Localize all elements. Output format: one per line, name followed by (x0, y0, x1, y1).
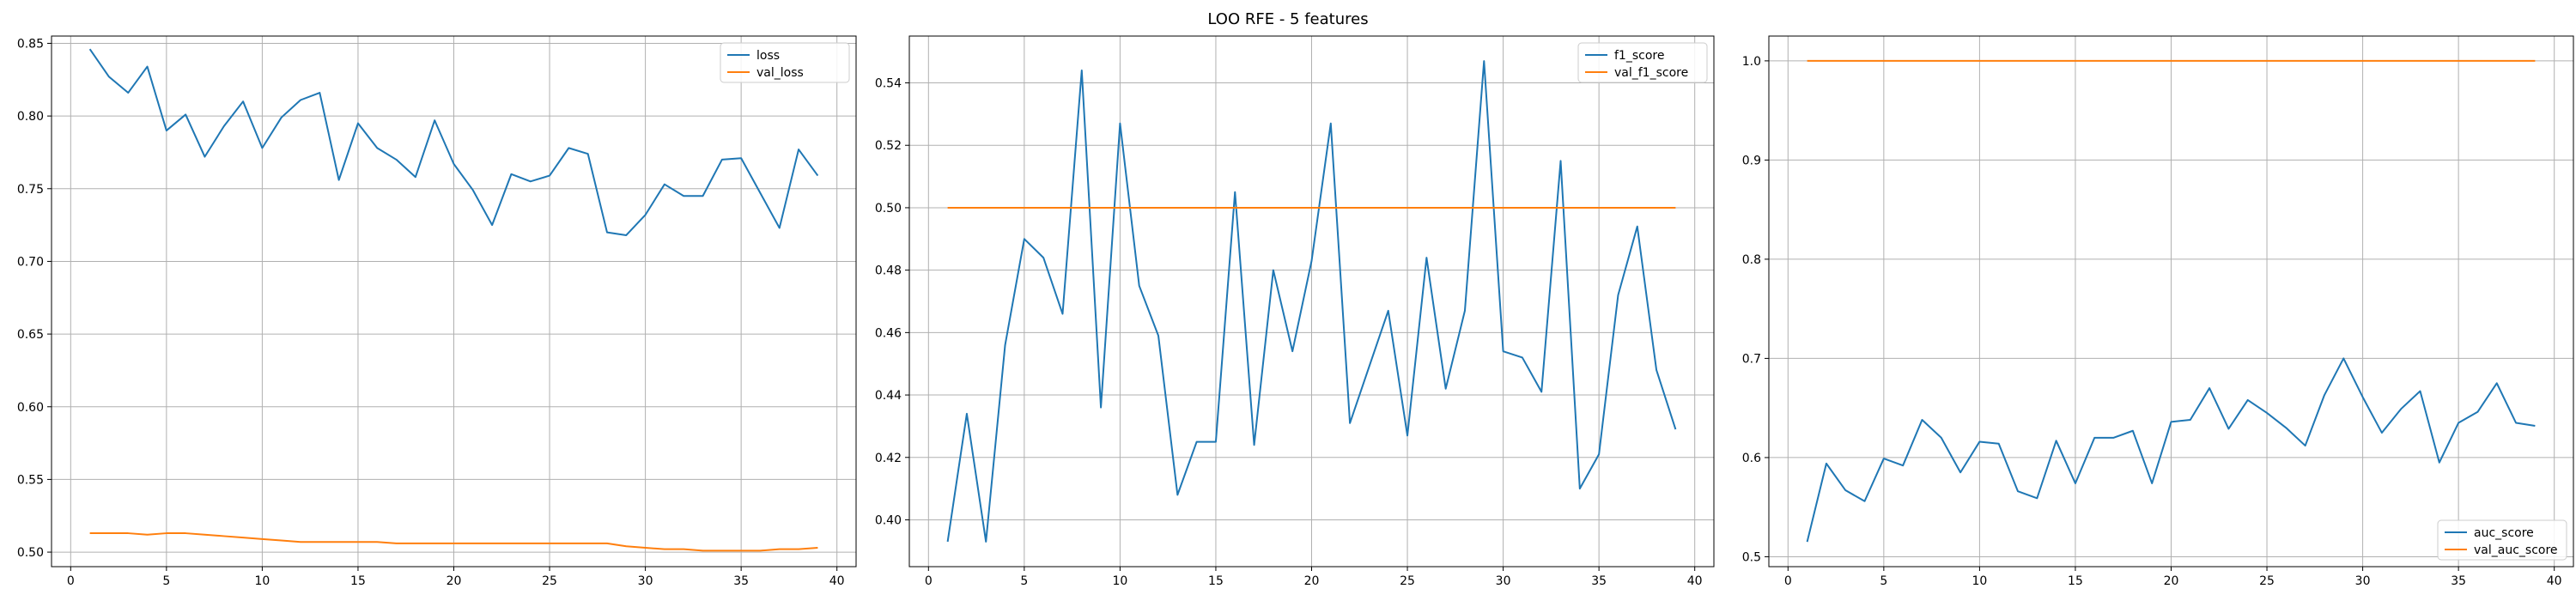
figure-title: LOO RFE - 5 features (1207, 10, 1368, 28)
y-axis: 0.40 0.42 0.44 0.46 0.48 0.50 0.52 0.54 (875, 77, 909, 527)
y-tick-label: 0.48 (875, 264, 902, 278)
x-tick-label: 10 (1112, 574, 1127, 588)
grid (909, 36, 1714, 567)
x-tick-label: 0 (67, 574, 75, 588)
x-tick-label: 0 (1784, 574, 1792, 588)
y-tick-label: 0.70 (17, 255, 44, 269)
chart-panel-1: 0 5 10 15 20 25 30 35 40 0.50 0.55 0.60 0.65 0.70 0.75… (17, 35, 857, 588)
x-tick-label: 25 (2259, 574, 2275, 588)
y-tick-label: 0.40 (875, 513, 902, 527)
legend-label: loss (756, 49, 780, 63)
y-tick-label: 0.65 (17, 328, 44, 342)
series-line-auc_score (1806, 357, 2536, 543)
x-tick-label: 15 (2068, 574, 2083, 588)
legend-label: val_auc_score (2474, 543, 2558, 557)
legend-box (1577, 42, 1708, 83)
legend: auc_score val_auc_score (2437, 519, 2567, 561)
y-tick-label: 0.52 (875, 139, 902, 153)
y-tick-label: 1.0 (1742, 55, 1761, 69)
x-axis: 0 5 10 15 20 25 30 35 40 (925, 567, 1703, 588)
series-line-val_loss (89, 532, 818, 552)
x-tick-label: 20 (1304, 574, 1320, 588)
x-tick-label: 30 (1496, 574, 1511, 588)
y-tick-label: 0.7 (1742, 352, 1761, 366)
legend-label: val_f1_score (1614, 66, 1688, 80)
x-tick-label: 35 (1591, 574, 1607, 588)
grid (52, 36, 856, 567)
y-tick-label: 0.50 (17, 546, 44, 560)
x-tick-label: 35 (2451, 574, 2466, 588)
legend-box (2437, 519, 2567, 561)
x-tick-label: 0 (925, 574, 933, 588)
y-tick-label: 0.42 (875, 452, 902, 465)
y-tick-label: 0.9 (1742, 154, 1761, 167)
y-tick-label: 0.50 (875, 202, 902, 216)
chart-panel-2: 0 5 10 15 20 25 30 35 40 0.40 0.42 0.44 0.46 0.48 0.50… (875, 35, 1715, 588)
x-tick-label: 25 (1400, 574, 1415, 588)
x-tick-label: 10 (1971, 574, 1987, 588)
y-axis: 0.5 0.6 0.7 0.8 0.9 1.0 (1742, 55, 1769, 564)
series-line-f1_score (946, 60, 1677, 543)
y-tick-label: 0.54 (875, 77, 902, 91)
legend: loss val_loss (720, 42, 850, 83)
x-tick-label: 5 (1880, 574, 1887, 588)
chart-panel-3: 0 5 10 15 20 25 30 35 40 0.5 0.6 0.7 0.8 0.9 1.0 auc_sc… (1742, 35, 2574, 588)
x-axis: 0 5 10 15 20 25 30 35 40 (1784, 567, 2562, 588)
y-tick-label: 0.75 (17, 183, 44, 197)
legend-label: auc_score (2474, 526, 2534, 540)
legend-label: val_loss (756, 66, 804, 80)
y-tick-label: 0.46 (875, 326, 902, 340)
x-tick-label: 10 (254, 574, 270, 588)
x-tick-label: 25 (542, 574, 557, 588)
y-tick-label: 0.5 (1742, 550, 1761, 564)
x-tick-label: 15 (350, 574, 366, 588)
legend: f1_score val_f1_score (1577, 42, 1708, 83)
x-tick-label: 30 (638, 574, 653, 588)
y-tick-label: 0.80 (17, 110, 44, 124)
x-tick-label: 20 (447, 574, 462, 588)
x-tick-label: 5 (1020, 574, 1028, 588)
y-tick-label: 0.8 (1742, 253, 1761, 267)
x-tick-label: 35 (733, 574, 749, 588)
x-tick-label: 40 (1687, 574, 1703, 588)
y-tick-label: 0.85 (17, 37, 44, 51)
x-tick-label: 40 (2547, 574, 2562, 588)
x-axis: 0 5 10 15 20 25 30 35 40 (67, 567, 845, 588)
y-tick-label: 0.55 (17, 473, 44, 487)
y-tick-label: 0.44 (875, 389, 902, 403)
x-tick-label: 5 (162, 574, 170, 588)
y-axis: 0.50 0.55 0.60 0.65 0.70 0.75 0.80 0.85 (17, 37, 52, 560)
legend-label: f1_score (1614, 49, 1664, 63)
x-tick-label: 30 (2355, 574, 2371, 588)
series-line-loss (88, 48, 819, 236)
y-tick-label: 0.60 (17, 401, 44, 415)
chart-panels: 0 5 10 15 20 25 30 35 400.500.550.600.650.700.75… (17, 35, 2574, 588)
x-tick-label: 40 (829, 574, 845, 588)
legend-box (720, 42, 850, 83)
y-tick-label: 0.6 (1742, 452, 1761, 465)
x-tick-label: 20 (2164, 574, 2179, 588)
x-tick-label: 15 (1208, 574, 1224, 588)
